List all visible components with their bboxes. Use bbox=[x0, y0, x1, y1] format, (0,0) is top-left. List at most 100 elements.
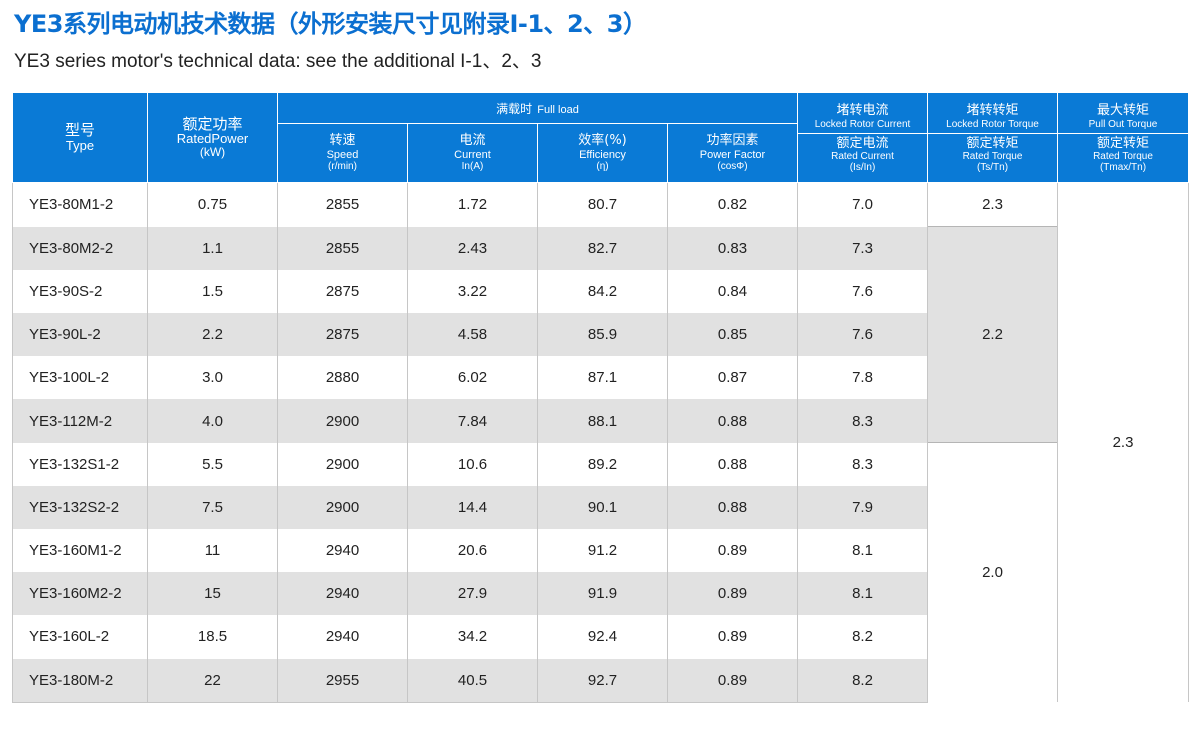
cell-power-factor: 0.87 bbox=[667, 356, 798, 400]
header-type: 型号 Type bbox=[12, 92, 148, 183]
table-row: YE3-112M-2 4.0 2900 7.84 88.1 0.88 8.3 bbox=[12, 399, 1189, 443]
cell-speed: 2955 bbox=[277, 658, 408, 703]
cell-efficiency: 80.7 bbox=[537, 182, 668, 227]
cell-power-factor: 0.88 bbox=[667, 442, 798, 486]
cell-rated-power: 4.0 bbox=[147, 399, 278, 443]
cell-efficiency: 88.1 bbox=[537, 399, 668, 443]
cell-speed: 2880 bbox=[277, 356, 408, 400]
cell-type: YE3-160M2-2 bbox=[12, 572, 148, 616]
cell-speed: 2900 bbox=[277, 442, 408, 486]
table-row: YE3-90S-2 1.5 2875 3.22 84.2 0.84 7.6 bbox=[12, 269, 1189, 314]
cell-type: YE3-100L-2 bbox=[12, 356, 148, 400]
cell-speed: 2855 bbox=[277, 182, 408, 227]
cell-locked-current-ratio: 7.0 bbox=[797, 182, 928, 227]
cell-power-factor: 0.89 bbox=[667, 572, 798, 616]
cell-type: YE3-180M-2 bbox=[12, 658, 148, 703]
cell-power-factor: 0.85 bbox=[667, 313, 798, 357]
cell-speed: 2940 bbox=[277, 572, 408, 616]
cell-locked-torque-ratio: 2.0 bbox=[927, 442, 1058, 703]
cell-type: YE3-132S2-2 bbox=[12, 485, 148, 529]
cell-locked-current-ratio: 7.6 bbox=[797, 313, 928, 357]
cell-rated-power: 1.1 bbox=[147, 226, 278, 270]
header-locked-rotor-current: 堵转电流 Locked Rotor Current 额定电流 Rated Cur… bbox=[797, 92, 928, 183]
table-row: YE3-80M1-2 0.75 2855 1.72 80.7 0.82 7.0 2.3 2.3 bbox=[12, 182, 1189, 703]
cell-speed: 2855 bbox=[277, 226, 408, 270]
cell-locked-current-ratio: 7.6 bbox=[797, 269, 928, 314]
cell-type: YE3-90L-2 bbox=[12, 313, 148, 357]
cell-power-factor: 0.88 bbox=[667, 485, 798, 529]
cell-type: YE3-112M-2 bbox=[12, 399, 148, 443]
cell-power-factor: 0.83 bbox=[667, 226, 798, 270]
cell-current: 20.6 bbox=[407, 529, 538, 573]
page-title: YE3系列电动机技术数据（外形安装尺寸见附录I-1、2、3） bbox=[14, 10, 647, 38]
cell-efficiency: 87.1 bbox=[537, 356, 668, 400]
table-row: YE3-100L-2 3.0 2880 6.02 87.1 0.87 7.8 bbox=[12, 356, 1189, 400]
cell-locked-current-ratio: 8.3 bbox=[797, 442, 928, 486]
table-row: YE3-132S2-2 7.5 2900 14.4 90.1 0.88 7.9 bbox=[12, 485, 1189, 529]
cell-type: YE3-160M1-2 bbox=[12, 529, 148, 573]
cell-locked-current-ratio: 8.1 bbox=[797, 529, 928, 573]
cell-power-factor: 0.82 bbox=[667, 182, 798, 227]
cell-locked-current-ratio: 8.3 bbox=[797, 399, 928, 443]
cell-power-factor: 0.89 bbox=[667, 615, 798, 659]
cell-current: 6.02 bbox=[407, 356, 538, 400]
cell-type: YE3-80M2-2 bbox=[12, 226, 148, 270]
cell-power-factor: 0.89 bbox=[667, 529, 798, 573]
cell-locked-current-ratio: 7.9 bbox=[797, 485, 928, 529]
cell-current: 40.5 bbox=[407, 658, 538, 703]
cell-current: 4.58 bbox=[407, 313, 538, 357]
cell-pull-out-torque-ratio: 2.3 bbox=[1057, 182, 1189, 703]
table-row: YE3-90L-2 2.2 2875 4.58 85.9 0.85 7.6 bbox=[12, 313, 1189, 357]
cell-rated-power: 7.5 bbox=[147, 485, 278, 529]
table-row: YE3-80M2-2 1.1 2855 2.43 82.7 0.83 7.3 2.2 bbox=[12, 226, 1189, 443]
cell-power-factor: 0.89 bbox=[667, 658, 798, 703]
table-row: YE3-132S1-2 5.5 2900 10.6 89.2 0.88 8.3 2.0 bbox=[12, 442, 1189, 703]
cell-rated-power: 1.5 bbox=[147, 269, 278, 314]
cell-rated-power: 3.0 bbox=[147, 356, 278, 400]
cell-current: 10.6 bbox=[407, 442, 538, 486]
page-subtitle: YE3 series motor's technical data: see t… bbox=[14, 51, 542, 72]
header-current: 电流 Current In(A) bbox=[407, 123, 538, 183]
cell-efficiency: 84.2 bbox=[537, 269, 668, 314]
header-efficiency: 效率(%) Efficiency (η) bbox=[537, 123, 668, 183]
header-locked-rotor-torque: 堵转转矩 Locked Rotor Torque 额定转矩 Rated Torq… bbox=[927, 92, 1058, 183]
cell-rated-power: 18.5 bbox=[147, 615, 278, 659]
cell-locked-current-ratio: 8.1 bbox=[797, 572, 928, 616]
cell-efficiency: 92.7 bbox=[537, 658, 668, 703]
motor-data-table: 型号 Type 额定功率 RatedPower (kW) 满载时 Full lo… bbox=[12, 92, 1189, 703]
cell-rated-power: 22 bbox=[147, 658, 278, 703]
header-full-load: 满载时 Full load bbox=[277, 92, 798, 124]
cell-type: YE3-80M1-2 bbox=[12, 182, 148, 227]
cell-current: 3.22 bbox=[407, 269, 538, 314]
cell-rated-power: 0.75 bbox=[147, 182, 278, 227]
cell-current: 1.72 bbox=[407, 182, 538, 227]
cell-efficiency: 91.2 bbox=[537, 529, 668, 573]
cell-speed: 2940 bbox=[277, 615, 408, 659]
cell-current: 2.43 bbox=[407, 226, 538, 270]
cell-rated-power: 11 bbox=[147, 529, 278, 573]
table-row: YE3-160L-2 18.5 2940 34.2 92.4 0.89 8.2 bbox=[12, 615, 1189, 659]
header-speed: 转速 Speed (r/min) bbox=[277, 123, 408, 183]
header-rated-power: 额定功率 RatedPower (kW) bbox=[147, 92, 278, 183]
cell-current: 14.4 bbox=[407, 485, 538, 529]
cell-type: YE3-132S1-2 bbox=[12, 442, 148, 486]
cell-current: 7.84 bbox=[407, 399, 538, 443]
cell-type: YE3-160L-2 bbox=[12, 615, 148, 659]
cell-speed: 2900 bbox=[277, 485, 408, 529]
cell-rated-power: 15 bbox=[147, 572, 278, 616]
cell-current: 27.9 bbox=[407, 572, 538, 616]
cell-locked-current-ratio: 8.2 bbox=[797, 615, 928, 659]
cell-efficiency: 85.9 bbox=[537, 313, 668, 357]
table-row: YE3-160M1-2 11 2940 20.6 91.2 0.89 8.1 bbox=[12, 529, 1189, 573]
cell-rated-power: 2.2 bbox=[147, 313, 278, 357]
cell-locked-current-ratio: 7.8 bbox=[797, 356, 928, 400]
cell-speed: 2875 bbox=[277, 313, 408, 357]
table-row: YE3-180M-2 22 2955 40.5 92.7 0.89 8.2 bbox=[12, 658, 1189, 703]
table-body: YE3-80M1-2 0.75 2855 1.72 80.7 0.82 7.0 2.3 2.3 Y… bbox=[12, 182, 1189, 703]
header-pull-out-torque: 最大转矩 Pull Out Torque 额定转矩 Rated Torque (… bbox=[1057, 92, 1189, 183]
cell-efficiency: 91.9 bbox=[537, 572, 668, 616]
cell-locked-current-ratio: 8.2 bbox=[797, 658, 928, 703]
cell-efficiency: 90.1 bbox=[537, 485, 668, 529]
cell-speed: 2900 bbox=[277, 399, 408, 443]
cell-type: YE3-90S-2 bbox=[12, 269, 148, 314]
